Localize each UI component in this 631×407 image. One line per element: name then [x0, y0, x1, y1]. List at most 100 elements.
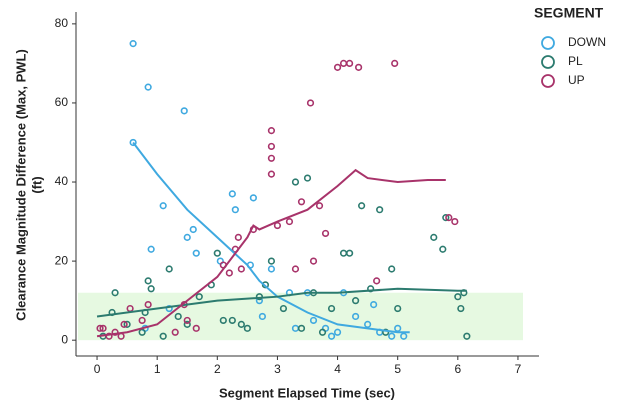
- point: [228, 316, 236, 325]
- point: [147, 245, 155, 253]
- point: [297, 324, 306, 332]
- point: [394, 324, 402, 332]
- point: [439, 245, 447, 253]
- point: [138, 328, 146, 336]
- point: [267, 142, 276, 151]
- point: [400, 332, 408, 340]
- point: [195, 293, 203, 301]
- legend-marker: [541, 36, 555, 50]
- point: [144, 277, 152, 285]
- point: [138, 316, 146, 325]
- point: [120, 320, 128, 328]
- point: [159, 202, 167, 210]
- point: [189, 225, 197, 234]
- y-tick-label: 0: [61, 332, 68, 346]
- fit-line: [132, 141, 410, 334]
- point: [364, 320, 372, 328]
- point: [243, 324, 251, 332]
- point: [267, 154, 276, 162]
- point: [327, 304, 336, 313]
- x-tick-label: 0: [94, 362, 101, 376]
- point: [228, 190, 236, 198]
- x-axis-title: Segment Elapsed Time (sec): [219, 385, 395, 400]
- x-tick-label: 4: [334, 362, 341, 376]
- legend-label: DOWN: [568, 35, 606, 49]
- point: [394, 304, 402, 313]
- point: [147, 285, 155, 293]
- point: [249, 194, 257, 202]
- point: [279, 304, 288, 313]
- point: [267, 127, 276, 135]
- fit-line: [96, 168, 446, 338]
- point: [355, 63, 363, 71]
- point: [309, 316, 318, 325]
- x-tick-label: 3: [274, 362, 281, 376]
- point: [144, 83, 152, 91]
- point: [291, 265, 300, 273]
- point: [345, 59, 354, 68]
- point: [345, 249, 354, 257]
- point: [327, 332, 336, 340]
- point: [388, 265, 396, 273]
- point: [315, 202, 324, 210]
- point: [111, 289, 119, 297]
- y-axis-title: (ft): [29, 176, 44, 193]
- x-tick-label: 2: [214, 362, 221, 376]
- point: [174, 312, 182, 321]
- y-axis-title: Clearance Magnitude Difference (Max, PWL…: [13, 49, 28, 321]
- point: [192, 249, 200, 257]
- x-tick-label: 7: [515, 362, 522, 376]
- point: [382, 328, 390, 336]
- point: [213, 249, 221, 257]
- point: [339, 249, 348, 257]
- fit-line: [96, 287, 467, 318]
- point: [457, 304, 465, 313]
- point: [388, 332, 396, 340]
- point: [267, 170, 276, 178]
- point: [463, 332, 471, 340]
- point: [258, 312, 267, 321]
- x-tick-label: 5: [394, 362, 401, 376]
- point: [234, 233, 242, 241]
- point: [237, 320, 245, 328]
- point: [376, 206, 384, 214]
- point: [183, 320, 191, 328]
- point: [111, 328, 119, 336]
- point: [370, 300, 378, 309]
- point: [285, 217, 294, 226]
- point: [391, 59, 399, 68]
- point: [159, 332, 167, 340]
- point: [267, 257, 276, 265]
- point: [165, 265, 173, 273]
- point: [171, 328, 179, 336]
- legend-marker: [541, 55, 555, 69]
- legend-title: SEGMENT: [534, 5, 604, 21]
- point: [430, 233, 438, 241]
- point: [291, 178, 300, 186]
- point: [318, 328, 327, 336]
- point: [303, 174, 312, 182]
- point: [231, 206, 239, 214]
- point: [339, 59, 348, 68]
- point: [454, 293, 462, 301]
- point: [451, 217, 459, 226]
- legend-label: PL: [568, 54, 583, 68]
- point: [267, 265, 276, 273]
- point: [99, 324, 107, 332]
- point: [123, 320, 131, 328]
- point: [333, 63, 342, 71]
- point: [183, 233, 191, 241]
- point: [129, 40, 137, 48]
- x-tick-label: 6: [454, 362, 461, 376]
- point: [105, 332, 113, 340]
- point: [219, 316, 227, 325]
- point: [144, 300, 152, 309]
- y-tick-label: 40: [55, 174, 69, 188]
- point: [192, 324, 200, 332]
- point: [183, 316, 191, 325]
- point: [237, 265, 245, 273]
- point: [352, 312, 360, 321]
- point: [321, 229, 330, 238]
- y-tick-label: 60: [55, 95, 69, 109]
